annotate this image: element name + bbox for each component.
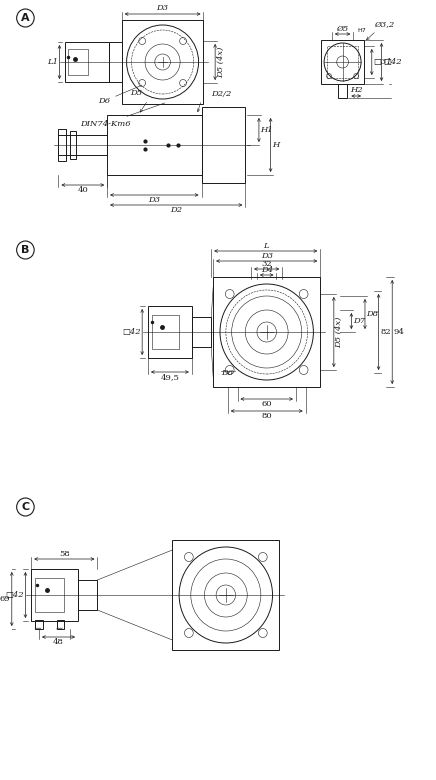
Text: 58: 58 [59, 549, 70, 558]
Text: D5: D5 [130, 89, 143, 97]
Bar [321, 40, 364, 84]
Bar [201, 107, 245, 183]
Text: 32: 32 [262, 260, 272, 268]
Text: H2: H2 [350, 87, 362, 94]
Text: Ø3,2: Ø3,2 [367, 20, 394, 40]
Text: 94: 94 [394, 328, 405, 336]
Bar [327, 46, 358, 78]
Text: Ø5: Ø5 [337, 24, 349, 33]
Text: B: B [21, 245, 30, 255]
Bar [107, 115, 201, 175]
Text: D4: D4 [261, 265, 273, 274]
Text: 49,5: 49,5 [160, 374, 179, 381]
Bar [192, 317, 211, 347]
Bar [78, 580, 97, 610]
Bar [57, 620, 65, 629]
Text: D6: D6 [221, 369, 233, 377]
Text: □42: □42 [122, 328, 141, 336]
Bar [172, 540, 279, 650]
Text: D2/2: D2/2 [211, 90, 232, 98]
Text: D3: D3 [157, 5, 169, 12]
Text: D3: D3 [261, 251, 273, 260]
Text: A: A [21, 13, 30, 23]
Text: 69: 69 [0, 595, 10, 603]
Text: L1: L1 [47, 58, 58, 66]
Bar [35, 620, 43, 629]
Text: DIN74-Km6: DIN74-Km6 [80, 103, 165, 128]
Bar [122, 20, 204, 104]
Text: H7: H7 [357, 27, 366, 33]
Text: 60: 60 [262, 400, 272, 409]
Text: H: H [272, 141, 279, 149]
Text: D7: D7 [353, 317, 365, 325]
Bar [109, 42, 122, 82]
Bar [65, 42, 109, 82]
Bar [148, 306, 192, 358]
Text: 82: 82 [380, 328, 391, 336]
Bar [70, 131, 76, 159]
Text: D6: D6 [98, 86, 141, 105]
Text: D3: D3 [148, 197, 160, 204]
Bar [31, 569, 78, 621]
Bar [68, 49, 88, 75]
Text: □31: □31 [373, 58, 392, 66]
Text: L: L [263, 242, 269, 250]
Text: 40: 40 [78, 186, 88, 194]
Bar [35, 578, 65, 612]
Text: H1: H1 [260, 126, 273, 134]
Bar [58, 129, 66, 161]
Text: 48: 48 [53, 639, 64, 647]
Bar [58, 135, 107, 155]
Bar [213, 277, 320, 387]
Text: D5 (4x): D5 (4x) [217, 46, 225, 78]
Bar [338, 84, 347, 98]
Text: C: C [21, 502, 30, 512]
Text: □42: □42 [5, 591, 24, 599]
Text: 80: 80 [262, 413, 272, 420]
Text: □42: □42 [383, 58, 402, 66]
Text: D8: D8 [366, 310, 378, 318]
Bar [152, 315, 179, 349]
Text: D5 (4x): D5 (4x) [335, 317, 343, 348]
Text: D2: D2 [170, 207, 182, 215]
